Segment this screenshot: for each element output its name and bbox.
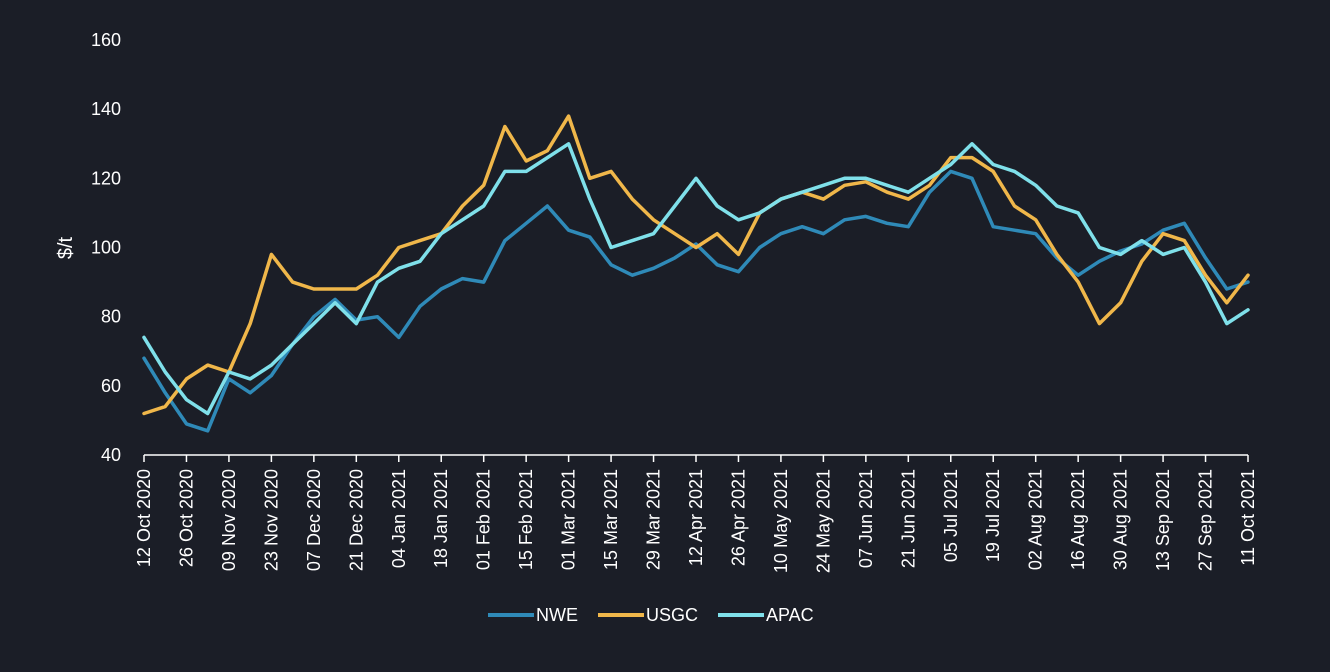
x-tick-label: 12 Apr 2021 [686,469,706,566]
x-tick-label: 07 Jun 2021 [856,469,876,568]
legend-label-usgc: USGC [646,605,698,625]
x-tick-label: 21 Dec 2020 [346,469,366,571]
x-tick-label: 19 Jul 2021 [983,469,1003,562]
x-tick-label: 05 Jul 2021 [941,469,961,562]
x-tick-label: 10 May 2021 [771,469,791,573]
y-tick-label: 100 [91,238,121,258]
y-axis-label: $/t [55,236,77,259]
x-tick-label: 26 Oct 2020 [176,469,196,567]
x-tick-label: 09 Nov 2020 [219,469,239,571]
y-tick-label: 120 [91,168,121,188]
x-tick-label: 04 Jan 2021 [389,469,409,568]
x-tick-label: 07 Dec 2020 [304,469,324,571]
x-tick-label: 15 Mar 2021 [601,469,621,570]
x-tick-label: 18 Jan 2021 [431,469,451,568]
x-tick-label: 26 Apr 2021 [728,469,748,566]
legend-label-nwe: NWE [536,605,578,625]
x-tick-label: 29 Mar 2021 [644,469,664,570]
y-tick-label: 140 [91,99,121,119]
y-tick-label: 160 [91,30,121,50]
y-tick-label: 40 [101,445,121,465]
x-tick-label: 21 Jun 2021 [898,469,918,568]
legend: NWE USGC APAC [488,605,814,625]
x-tick-label: 30 Aug 2021 [1111,469,1131,570]
series-line-apac [142,142,1250,416]
x-tick-label: 23 Nov 2020 [261,469,281,571]
legend-label-apac: APAC [766,605,814,625]
y-tick-label: 60 [101,376,121,396]
x-tick-label: 01 Mar 2021 [559,469,579,570]
series-line-usgc [142,114,1250,416]
series-layer [142,114,1250,433]
x-tick-label: 24 May 2021 [813,469,833,573]
x-tick-label: 15 Feb 2021 [516,469,536,570]
y-tick-label: 80 [101,307,121,327]
x-tick-label: 12 Oct 2020 [134,469,154,567]
x-tick-label: 16 Aug 2021 [1068,469,1088,570]
x-axis: 12 Oct 2020 26 Oct 2020 09 Nov 2020 23 Nov … [134,454,1258,573]
y-axis: 40 60 80 100 120 140 160 [91,30,121,465]
x-tick-label: 01 Feb 2021 [474,469,494,570]
x-tick-label: 11 Oct 2021 [1238,469,1258,566]
x-tick-label: 27 Sep 2021 [1196,469,1216,571]
x-tick-label: 13 Sep 2021 [1153,469,1173,571]
x-tick-label: 02 Aug 2021 [1026,469,1046,570]
